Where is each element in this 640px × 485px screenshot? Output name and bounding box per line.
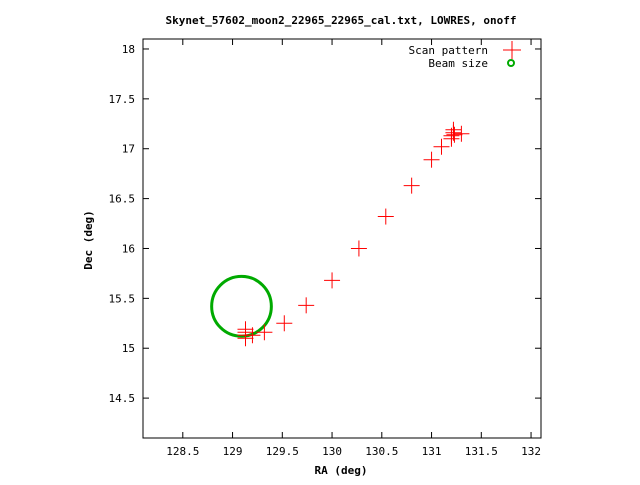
legend-label-beam-size: Beam size	[428, 57, 488, 70]
scan-point	[377, 208, 394, 225]
scan-pattern-series	[237, 121, 470, 347]
scan-point	[446, 126, 463, 143]
y-tick-label: 18	[122, 43, 135, 56]
legend: Scan pattern Beam size	[409, 41, 521, 70]
x-tick-label: 130	[322, 445, 342, 458]
legend-marker-scan-pattern	[503, 41, 521, 59]
x-tick-label: 129	[223, 445, 243, 458]
plot-frame	[142, 38, 542, 439]
chart-title: Skynet_57602_moon2_22965_22965_cal.txt, …	[166, 14, 517, 27]
legend-marker-beam-size	[507, 59, 515, 67]
scan-point	[403, 177, 420, 194]
legend-beam-circle	[507, 59, 515, 67]
x-tick-label: 132	[521, 445, 541, 458]
scan-point	[350, 240, 367, 257]
y-tick-label: 14.5	[109, 392, 136, 405]
legend-label-scan-pattern: Scan pattern	[409, 44, 488, 57]
x-axis: 128.5 129 129.5 130 130.5 131 131.5 132	[166, 39, 541, 458]
x-tick-label: 129.5	[266, 445, 299, 458]
scan-point	[324, 272, 341, 289]
scan-point	[276, 315, 293, 332]
y-tick-label: 17	[122, 143, 135, 156]
scan-point	[453, 125, 470, 142]
y-tick-label: 17.5	[109, 93, 136, 106]
x-tick-label: 131	[422, 445, 442, 458]
x-tick-label: 131.5	[465, 445, 498, 458]
y-tick-label: 16	[122, 242, 135, 255]
scan-point	[244, 327, 261, 344]
x-axis-label: RA (deg)	[315, 464, 368, 477]
y-axis-label: Dec (deg)	[82, 210, 95, 270]
y-axis: 14.5 15 15.5 16 16.5 17 17.5 18	[109, 43, 541, 405]
scan-point	[298, 297, 315, 314]
beam-size-series	[210, 274, 273, 338]
scan-point	[423, 151, 440, 168]
scan-point	[433, 138, 450, 155]
x-tick-label: 130.5	[365, 445, 398, 458]
x-tick-label: 128.5	[166, 445, 199, 458]
scan-point	[256, 324, 273, 341]
y-tick-label: 15.5	[109, 292, 136, 305]
y-tick-label: 15	[122, 342, 135, 355]
plot-area: 128.5 129 129.5 130 130.5 131 131.5 132 14.5151…	[109, 38, 542, 458]
scan-point	[443, 127, 460, 144]
y-tick-label: 16.5	[109, 193, 136, 206]
scan-point	[237, 321, 254, 338]
beam-size-circle	[210, 274, 273, 338]
